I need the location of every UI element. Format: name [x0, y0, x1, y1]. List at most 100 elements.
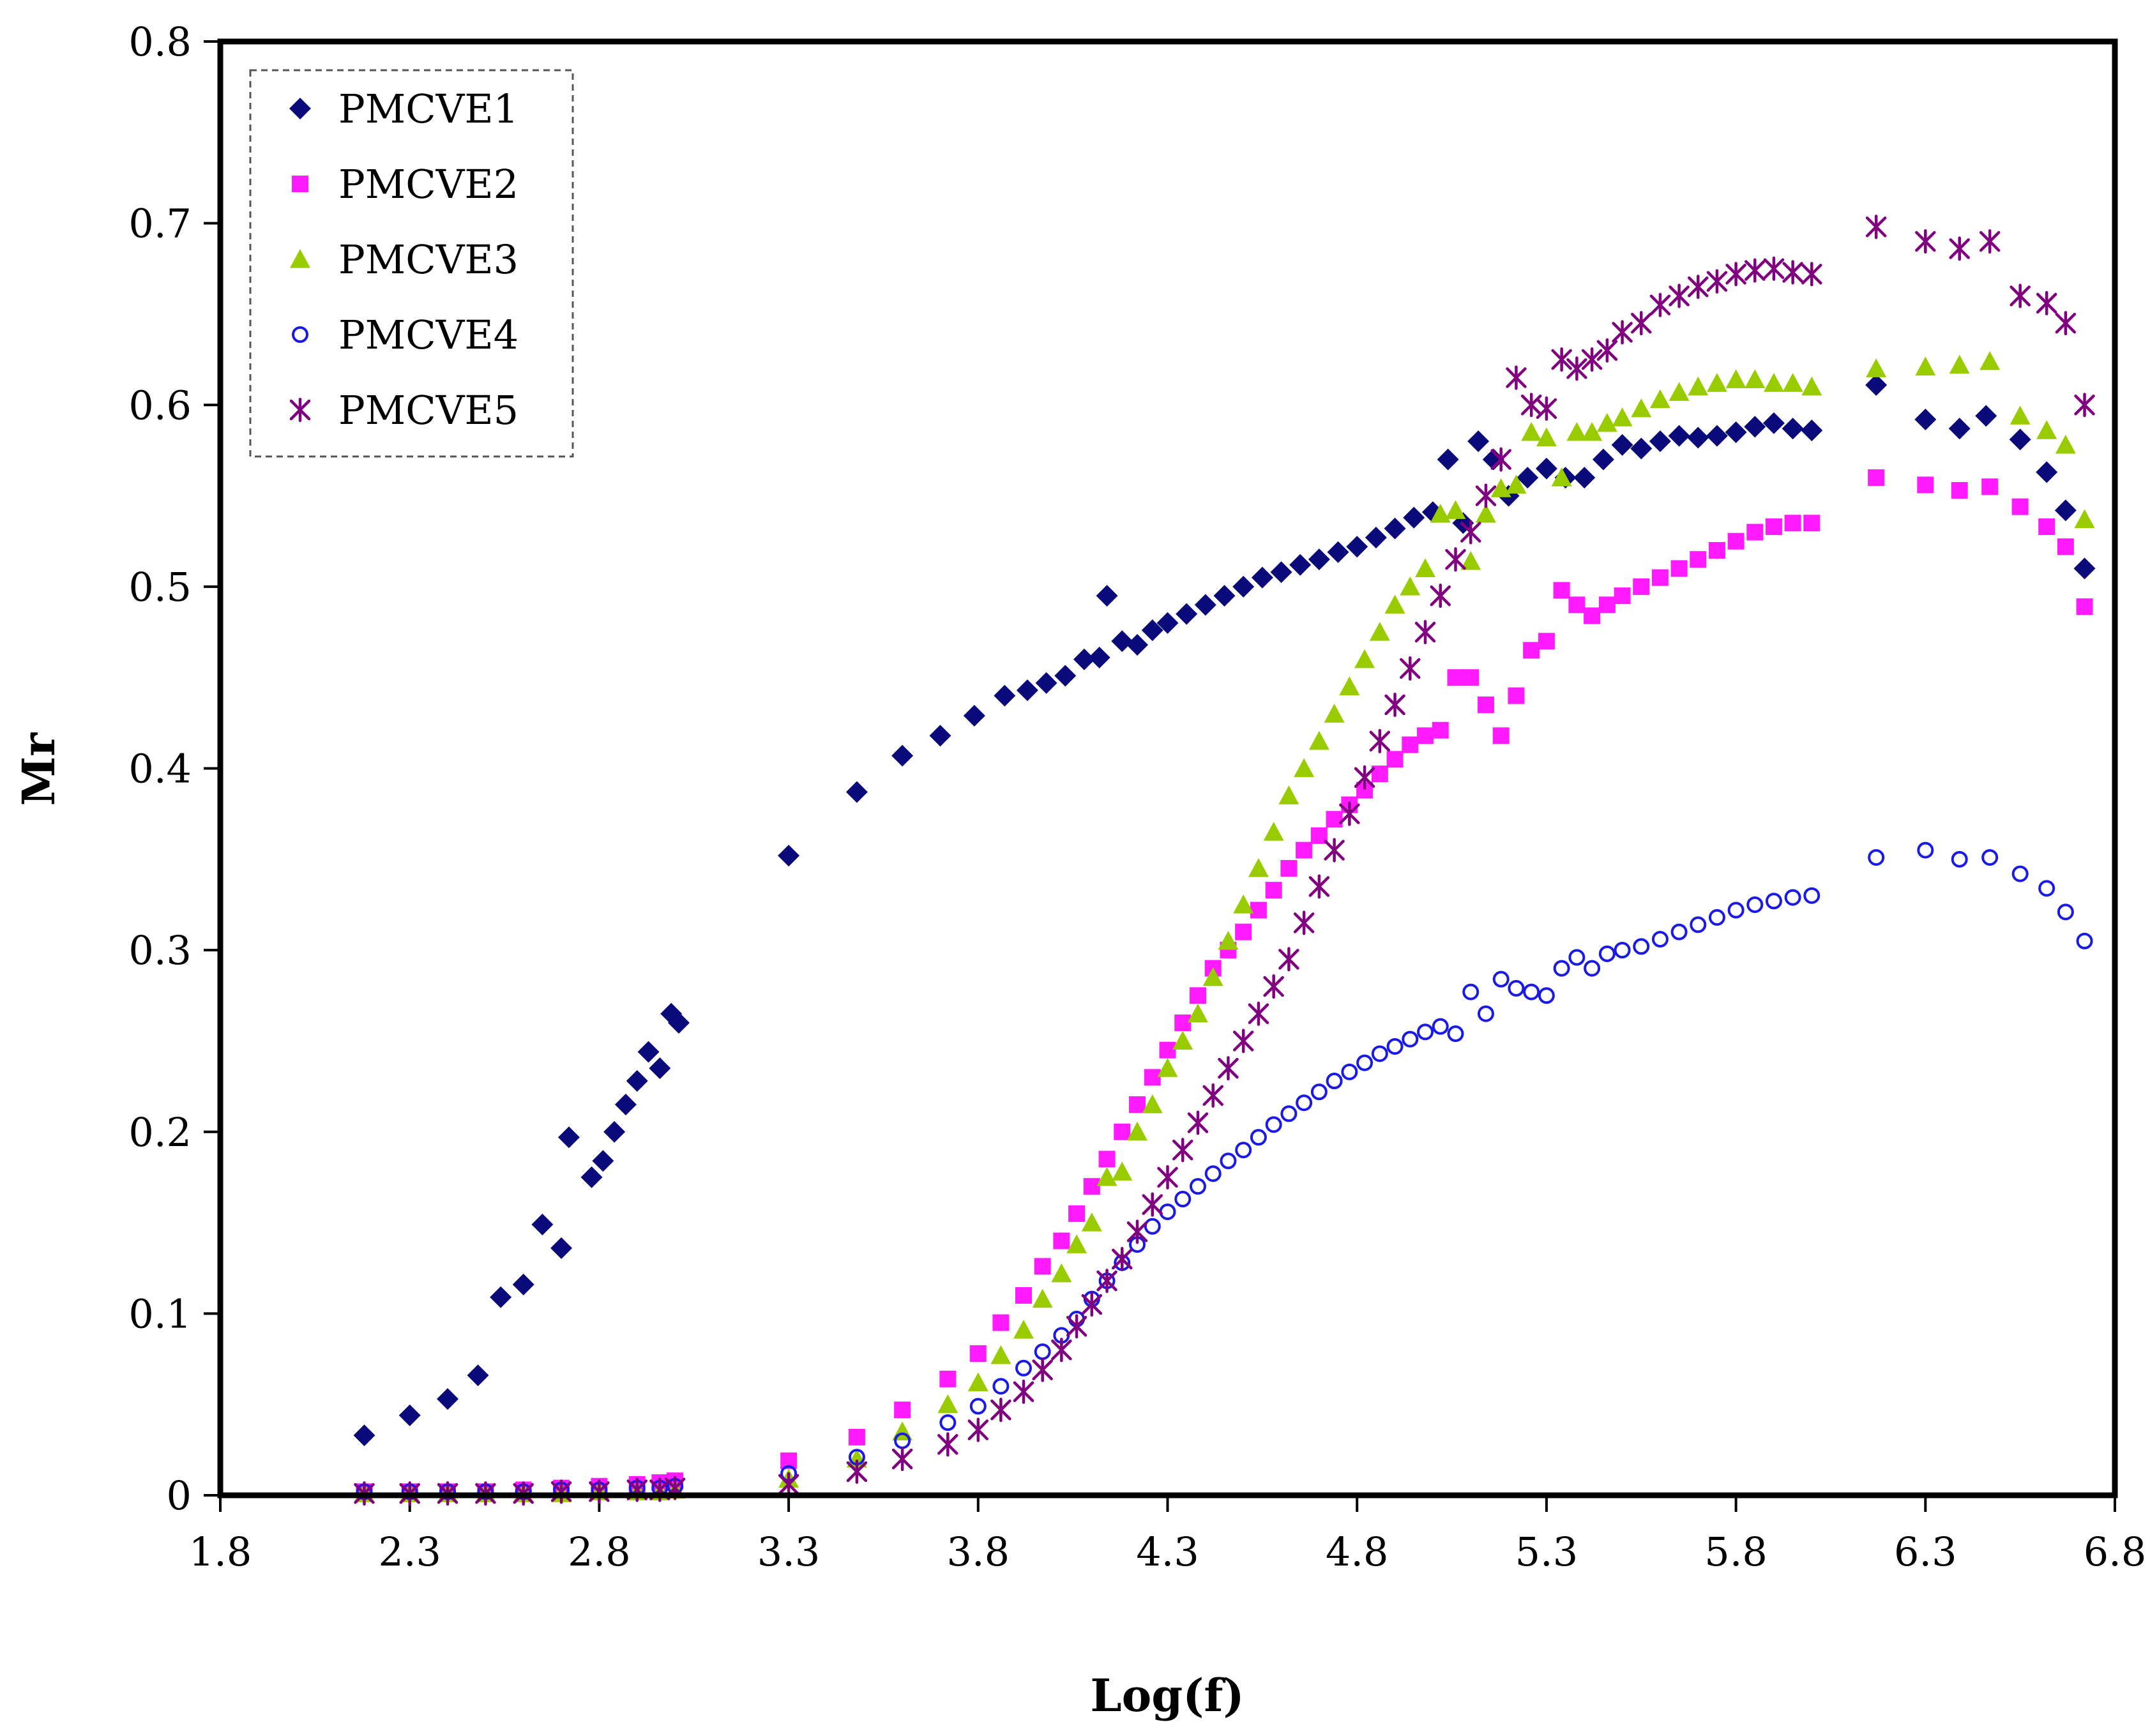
- data-point: [1670, 560, 1688, 577]
- data-point: [1156, 612, 1179, 634]
- data-point: [1369, 622, 1390, 641]
- x-tick-label: 6.3: [1894, 1528, 1957, 1575]
- data-point: [1248, 1001, 1269, 1026]
- data-point: [1371, 1045, 1388, 1062]
- data-point: [1402, 1030, 1419, 1048]
- data-point: [1612, 407, 1633, 426]
- data-point: [1354, 765, 1375, 790]
- data-point: [967, 1372, 988, 1392]
- data-point: [1566, 356, 1587, 381]
- data-point: [1354, 649, 1375, 668]
- legend-label: PMCVE5: [338, 387, 519, 434]
- data-point: [614, 1094, 637, 1116]
- data-point: [1477, 1005, 1494, 1022]
- data-point: [1251, 566, 1273, 589]
- data-point: [1141, 619, 1163, 642]
- data-point: [1189, 987, 1206, 1004]
- y-tick-label: 0.6: [128, 382, 192, 428]
- legend-label: PMCVE1: [338, 86, 519, 132]
- data-point: [1432, 1018, 1449, 1035]
- data-point: [1144, 1069, 1161, 1086]
- data-point: [1745, 369, 1766, 389]
- data-point: [2038, 518, 2055, 535]
- data-point: [1384, 692, 1405, 717]
- data-point: [1308, 730, 1329, 750]
- data-point: [1782, 260, 1803, 285]
- x-tick-label: 6.8: [2084, 1528, 2147, 1575]
- data-point: [2057, 538, 2074, 555]
- data-point: [1981, 478, 1999, 495]
- data-point: [1745, 258, 1766, 283]
- data-point: [490, 1286, 512, 1308]
- data-point: [1482, 448, 1504, 471]
- data-point: [1384, 517, 1406, 540]
- data-point: [1204, 1165, 1222, 1182]
- data-point: [1202, 967, 1223, 986]
- data-point: [1430, 504, 1451, 523]
- data-point: [1034, 1258, 1051, 1275]
- data-point: [1324, 838, 1345, 863]
- data-point: [603, 1121, 626, 1143]
- data-point: [990, 1398, 1011, 1423]
- data-point: [1015, 1287, 1033, 1304]
- data-point: [1598, 945, 1616, 962]
- data-point: [1447, 1025, 1464, 1043]
- y-axis-title: Mr: [12, 732, 65, 806]
- data-point: [1447, 669, 1464, 686]
- data-point: [1194, 594, 1216, 616]
- data-point: [1801, 376, 1822, 396]
- data-point: [1782, 418, 1804, 440]
- data-point: [1614, 942, 1631, 959]
- data-point: [1460, 551, 1481, 570]
- data-point: [1066, 1314, 1087, 1339]
- data-point: [846, 1459, 868, 1484]
- data-point: [778, 1472, 799, 1497]
- data-point: [1649, 292, 1671, 317]
- data-point: [1744, 416, 1766, 438]
- data-point: [1218, 930, 1239, 950]
- x-tick-label: 2.8: [568, 1528, 631, 1575]
- data-point: [437, 1388, 459, 1410]
- data-point: [1174, 1191, 1192, 1208]
- data-point: [969, 1345, 987, 1362]
- x-tick-label: 3.8: [946, 1528, 1010, 1575]
- y-tick-label: 0.7: [128, 200, 192, 247]
- data-point: [1403, 506, 1425, 529]
- data-point: [1172, 1138, 1193, 1163]
- data-point: [1746, 524, 1764, 541]
- data-point: [1508, 687, 1525, 704]
- data-point: [1088, 646, 1110, 668]
- data-point: [1668, 425, 1690, 447]
- data-point: [1727, 902, 1745, 919]
- x-tick-label: 4.8: [1326, 1528, 1389, 1575]
- data-point: [1551, 347, 1572, 372]
- data-point: [937, 1394, 958, 1414]
- y-tick-label: 0.4: [128, 746, 192, 792]
- data-point: [1280, 1105, 1298, 1122]
- data-point: [1265, 1116, 1282, 1133]
- data-point: [1596, 412, 1617, 432]
- data-point: [1725, 262, 1746, 287]
- data-point: [1475, 504, 1496, 523]
- data-point: [1111, 630, 1133, 653]
- data-point: [1032, 1288, 1053, 1308]
- data-point: [1706, 269, 1728, 294]
- data-point: [1536, 427, 1557, 447]
- data-point: [1280, 860, 1298, 877]
- data-point: [2054, 499, 2077, 522]
- data-point: [550, 1237, 573, 1259]
- data-point: [1708, 909, 1725, 926]
- data-point: [1013, 1379, 1034, 1404]
- data-point: [1386, 1038, 1404, 1055]
- data-point: [1083, 1178, 1100, 1195]
- data-point: [1596, 338, 1618, 363]
- data-point: [2010, 405, 2031, 425]
- data-point: [967, 1417, 989, 1442]
- data-point: [2057, 903, 2074, 921]
- data-point: [2076, 598, 2093, 615]
- data-point: [1054, 665, 1077, 687]
- data-point: [1573, 467, 1596, 489]
- data-point: [894, 1401, 911, 1419]
- data-point: [1492, 727, 1510, 744]
- legend-marker: [292, 326, 308, 343]
